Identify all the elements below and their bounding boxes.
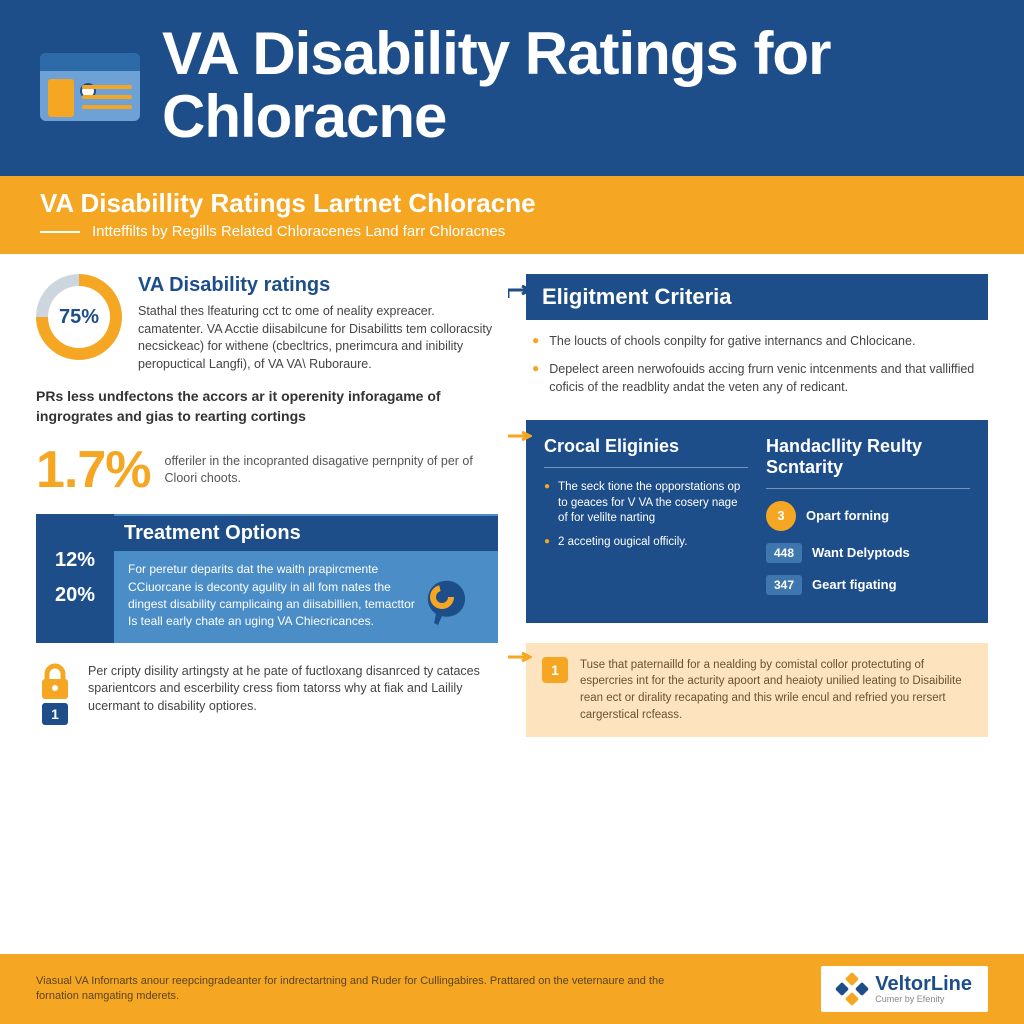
- treatment-side-value-1: 12%: [55, 549, 95, 572]
- brand-tagline: Cumer by Efenity: [875, 994, 972, 1004]
- arrow-icon: [506, 651, 532, 665]
- treatment-sidebar: 12% 20%: [36, 514, 114, 643]
- badge-pill: 448: [766, 543, 802, 563]
- ratings-title: VA Disability ratings: [138, 274, 498, 297]
- left-column: 75% VA Disability ratings Stathal thes l…: [36, 274, 498, 946]
- arrow-icon: [508, 284, 534, 298]
- treatment-side-value-2: 20%: [55, 584, 95, 607]
- bigpct-block: 1.7% offeriler in the incopranted disaga…: [36, 440, 498, 500]
- lock-number: 1: [42, 703, 68, 725]
- two-box-right-item: 3 Opart forning: [766, 501, 970, 531]
- two-box-right: Handacllity Reulty Scntarity 3 Opart for…: [766, 436, 970, 606]
- badge-label: Geart figating: [812, 577, 897, 592]
- lock-block: 1 Per cripty disility artingsty at he pa…: [36, 663, 498, 725]
- bigpct-value: 1.7%: [36, 440, 151, 500]
- eligibility-block: Eligitment Criteria The loucts of chools…: [526, 274, 988, 406]
- brand: VeltorLine Cumer by Efenity: [821, 966, 988, 1012]
- two-box-left-item: The seck tione the opporstations op to g…: [544, 480, 748, 527]
- infographic-root: VA Disability Ratings for Chloracne VA D…: [0, 0, 1024, 1024]
- badge-label: Want Delyptods: [812, 545, 910, 560]
- subheader-subtitle: Intteffilts by Regills Related Chloracen…: [40, 223, 984, 240]
- treatment-title: Treatment Options: [114, 516, 498, 551]
- right-column: Eligitment Criteria The loucts of chools…: [526, 274, 988, 946]
- subheader: VA Disabillity Ratings Lartnet Chloracne…: [0, 176, 1024, 254]
- ratings-block: 75% VA Disability ratings Stathal thes l…: [36, 274, 498, 373]
- emphasis-line: PRs less undfectons the accors ar it ope…: [36, 387, 498, 426]
- two-box-right-item: 448 Want Delyptods: [766, 543, 970, 563]
- subheader-title: VA Disabillity Ratings Lartnet Chloracne: [40, 188, 984, 219]
- note-number: 1: [542, 657, 568, 683]
- brand-logo-icon: [837, 974, 867, 1004]
- eligibility-title: Eligitment Criteria: [526, 274, 988, 320]
- lock-text: Per cripty disility artingsty at he pate…: [88, 663, 498, 716]
- eligibility-bullet: Depelect areen nerwofouids accing frurn …: [532, 360, 982, 396]
- two-box-right-item: 347 Geart figating: [766, 575, 970, 595]
- footer: Viasual VA Infornarts anour reepcingrade…: [0, 954, 1024, 1024]
- lock-badge: 1: [36, 663, 74, 725]
- two-box: Crocal Eliginies The seck tione the oppo…: [526, 420, 988, 622]
- two-box-left: Crocal Eliginies The seck tione the oppo…: [544, 436, 748, 606]
- arrow-icon: [506, 430, 532, 444]
- calendar-icon: [40, 45, 140, 125]
- head-icon: [424, 575, 480, 631]
- badge-pill: 347: [766, 575, 802, 595]
- page-title: VA Disability Ratings for Chloracne: [162, 22, 984, 148]
- footer-text: Viasual VA Infornarts anour reepcingrade…: [36, 974, 676, 1005]
- ratings-body: Stathal thes lfeaturing cct tc ome of ne…: [138, 303, 498, 373]
- two-box-right-title: Handacllity Reulty Scntarity: [766, 436, 970, 488]
- badge-label: Opart forning: [806, 508, 889, 523]
- content: 75% VA Disability ratings Stathal thes l…: [0, 254, 1024, 954]
- lock-icon: [36, 663, 74, 701]
- eligibility-bullet: The loucts of chools conpilty for gative…: [532, 332, 982, 350]
- donut-value: 75%: [48, 286, 110, 348]
- donut-chart: 75%: [36, 274, 122, 360]
- badge-circle: 3: [766, 501, 796, 531]
- note-text: Tuse that paternailld for a nealding by …: [580, 657, 972, 724]
- treatment-main: Treatment Options For peretur deparits d…: [114, 514, 498, 643]
- brand-name: VeltorLine: [875, 974, 972, 994]
- subheader-subtitle-text: Intteffilts by Regills Related Chloracen…: [92, 223, 505, 240]
- treatment-block: 12% 20% Treatment Options For peretur de…: [36, 514, 498, 643]
- note-box: 1 Tuse that paternailld for a nealding b…: [526, 643, 988, 738]
- header: VA Disability Ratings for Chloracne: [0, 0, 1024, 176]
- bigpct-text: offeriler in the incopranted disagative …: [165, 453, 498, 488]
- eligibility-bullets: The loucts of chools conpilty for gative…: [526, 320, 988, 396]
- two-box-left-item: 2 acceting ougical officily.: [544, 535, 748, 551]
- two-box-left-title: Crocal Eliginies: [544, 436, 748, 468]
